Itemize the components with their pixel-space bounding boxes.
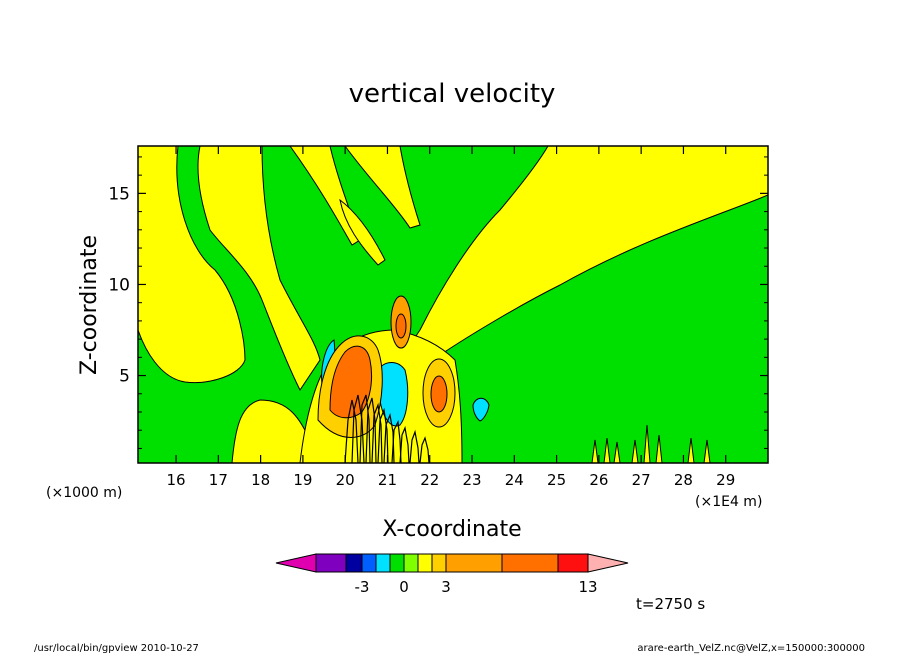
contour-region-cyan-right — [472, 397, 490, 422]
colorbar-segment — [501, 553, 559, 573]
x-tick-label: 16 — [167, 471, 186, 489]
plot-area: 16 17 18 19 20 21 22 23 24 25 26 27 28 29 5 10 15 — [108, 145, 769, 489]
contour-region-yellow-band — [197, 146, 321, 391]
colorbar-segment — [557, 553, 589, 573]
y-axis-units: (×1000 m) — [46, 485, 122, 501]
colorbar-tick-label: 3 — [441, 578, 451, 596]
y-tick-label: 5 — [119, 367, 130, 387]
colorbar-segment — [445, 553, 503, 573]
colorbar: -3 0 3 13 — [275, 553, 629, 596]
colorbar-segment — [389, 553, 405, 573]
colorbar-arrow-left — [275, 553, 317, 573]
colorbar-segment — [345, 553, 363, 573]
contour-cluster — [344, 394, 430, 463]
colorbar-segment — [315, 553, 347, 573]
x-tick-label: 24 — [505, 471, 524, 489]
plot-frame — [137, 145, 769, 464]
x-tick-label: 23 — [462, 471, 481, 489]
y-tick-label: 15 — [108, 184, 130, 204]
contour-region-yellow-left — [138, 146, 246, 384]
contour-floor-spikes — [591, 424, 711, 463]
colorbar-segment — [375, 553, 391, 573]
time-label: t=2750 s — [636, 595, 705, 613]
x-tick-label: 18 — [251, 471, 270, 489]
contour-region-orange-upper-core — [395, 313, 407, 339]
chart-title: vertical velocity — [349, 79, 556, 109]
colorbar-segment — [403, 553, 419, 573]
contour-region-yellow-streak-2 — [344, 146, 421, 229]
x-tick-label: 22 — [420, 471, 439, 489]
footer-right: arare-earth_VelZ.nc@VelZ,x=150000:300000 — [637, 643, 865, 654]
colorbar-tick-label: -3 — [355, 578, 370, 596]
axes: 16 17 18 19 20 21 22 23 24 25 26 27 28 29 5 10 15 — [108, 146, 768, 489]
contour-region-orange-main — [329, 345, 373, 419]
x-tick-label: 25 — [547, 471, 566, 489]
x-tick-label: 20 — [336, 471, 355, 489]
y-axis-label: Z-coordinate — [77, 235, 102, 375]
x-axis-label: X-coordinate — [382, 517, 521, 542]
x-tick-label: 17 — [209, 471, 228, 489]
x-tick-label: 27 — [632, 471, 651, 489]
colorbar-segment — [361, 553, 377, 573]
colorbar-tick-label: 13 — [578, 578, 597, 596]
contour-region-orange-right — [430, 375, 448, 413]
x-tick-label: 28 — [674, 471, 693, 489]
x-tick-label: 29 — [716, 471, 735, 489]
contour-region-yellow-streak-1 — [289, 146, 361, 246]
colorbar-segment — [417, 553, 433, 573]
colorbar-segment — [431, 553, 447, 573]
footer-left: /usr/local/bin/gpview 2010-10-27 — [34, 643, 199, 654]
x-axis-units: (×1E4 m) — [695, 494, 762, 510]
x-tick-label: 19 — [293, 471, 312, 489]
colorbar-tick-label: 0 — [399, 578, 409, 596]
x-tick-label: 21 — [378, 471, 397, 489]
colorbar-arrow-right — [587, 553, 629, 573]
y-tick-label: 10 — [108, 275, 130, 295]
contour-region-yellow-streak-3 — [339, 198, 386, 266]
x-tick-label: 26 — [589, 471, 608, 489]
